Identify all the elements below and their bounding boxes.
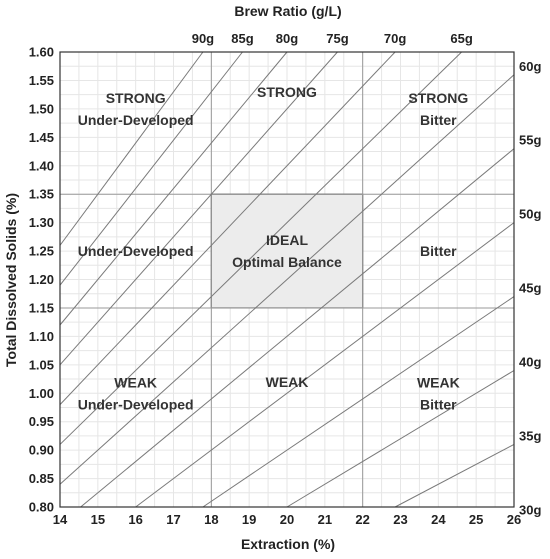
region-label: Bitter bbox=[420, 243, 457, 259]
x-tick-label: 16 bbox=[128, 512, 142, 527]
x-tick-label: 17 bbox=[166, 512, 180, 527]
y-tick-label: 1.30 bbox=[29, 215, 54, 230]
region-label: Bitter bbox=[420, 396, 457, 412]
region-label: Optimal Balance bbox=[232, 254, 342, 270]
ratio-line-50g bbox=[135, 222, 515, 508]
ratio-label-60g: 60g bbox=[519, 59, 541, 74]
ratio-label-90g: 90g bbox=[192, 31, 214, 46]
region-label: WEAK bbox=[266, 374, 309, 390]
x-tick-label: 15 bbox=[91, 512, 105, 527]
ratio-line-60g bbox=[59, 74, 515, 485]
chart-title: Brew Ratio (g/L) bbox=[234, 3, 341, 19]
y-tick-label: 1.05 bbox=[29, 357, 54, 372]
y-tick-label: 1.45 bbox=[29, 130, 54, 145]
x-tick-label: 24 bbox=[431, 512, 446, 527]
region-label: STRONG bbox=[257, 84, 317, 100]
region-label: Under-Developed bbox=[78, 396, 194, 412]
y-tick-label: 1.40 bbox=[29, 158, 54, 173]
y-tick-label: 1.25 bbox=[29, 244, 54, 259]
y-axis-title: Total Dissolved Solids (%) bbox=[3, 193, 19, 367]
region-label: STRONG bbox=[106, 90, 166, 106]
ratio-line-75g bbox=[59, 51, 338, 366]
y-tick-label: 1.10 bbox=[29, 329, 54, 344]
x-tick-label: 18 bbox=[204, 512, 218, 527]
ratio-label-55g: 55g bbox=[519, 133, 541, 148]
ratio-line-40g bbox=[286, 370, 515, 508]
y-tick-label: 1.00 bbox=[29, 386, 54, 401]
y-tick-label: 1.60 bbox=[29, 45, 54, 60]
x-tick-label: 21 bbox=[318, 512, 332, 527]
y-tick-label: 1.55 bbox=[29, 73, 54, 88]
ratio-line-55g bbox=[80, 148, 515, 508]
ratio-line-85g bbox=[59, 51, 243, 286]
ratio-label-40g: 40g bbox=[519, 355, 541, 370]
region-label: Bitter bbox=[420, 112, 457, 128]
x-tick-label: 19 bbox=[242, 512, 256, 527]
ratio-line-35g bbox=[394, 443, 515, 508]
plot-frame bbox=[59, 51, 515, 508]
region-label: IDEAL bbox=[266, 232, 308, 248]
ratio-label-65g: 65g bbox=[450, 31, 472, 46]
ratio-lines bbox=[59, 51, 515, 508]
ideal-zone-box bbox=[210, 193, 364, 309]
y-tick-label: 0.80 bbox=[29, 500, 54, 515]
x-tick-label: 25 bbox=[469, 512, 483, 527]
y-tick-label: 1.15 bbox=[29, 300, 54, 315]
ratio-line-70g bbox=[59, 51, 396, 405]
ratio-label-35g: 35g bbox=[519, 428, 541, 443]
x-tick-label: 14 bbox=[53, 512, 68, 527]
region-label: WEAK bbox=[417, 374, 460, 390]
region-label: Under-Developed bbox=[78, 243, 194, 259]
x-tick-label: 22 bbox=[355, 512, 369, 527]
ratio-line-80g bbox=[59, 51, 288, 326]
ratio-line-45g bbox=[202, 296, 515, 508]
region-label: STRONG bbox=[408, 90, 468, 106]
region-label: Under-Developed bbox=[78, 112, 194, 128]
ratio-label-70g: 70g bbox=[384, 31, 406, 46]
ratio-label-85g: 85g bbox=[231, 31, 253, 46]
ratio-label-80g: 80g bbox=[276, 31, 298, 46]
x-tick-label: 23 bbox=[393, 512, 407, 527]
x-tick-label: 26 bbox=[507, 512, 521, 527]
x-axis-title: Extraction (%) bbox=[241, 536, 335, 552]
y-tick-label: 1.35 bbox=[29, 187, 54, 202]
zone-dividers bbox=[60, 52, 514, 507]
y-tick-label: 1.20 bbox=[29, 272, 54, 287]
y-tick-label: 0.90 bbox=[29, 443, 54, 458]
x-tick-label: 20 bbox=[280, 512, 294, 527]
ratio-line-65g bbox=[59, 51, 462, 445]
y-tick-label: 0.85 bbox=[29, 471, 54, 486]
ratio-label-30g: 30g bbox=[519, 502, 541, 517]
region-label: WEAK bbox=[114, 374, 157, 390]
y-tick-label: 1.50 bbox=[29, 101, 54, 116]
ratio-label-75g: 75g bbox=[326, 31, 348, 46]
ratio-label-45g: 45g bbox=[519, 281, 541, 296]
ratio-label-50g: 50g bbox=[519, 207, 541, 222]
ratio-line-90g bbox=[59, 51, 204, 246]
y-tick-label: 0.95 bbox=[29, 414, 54, 429]
